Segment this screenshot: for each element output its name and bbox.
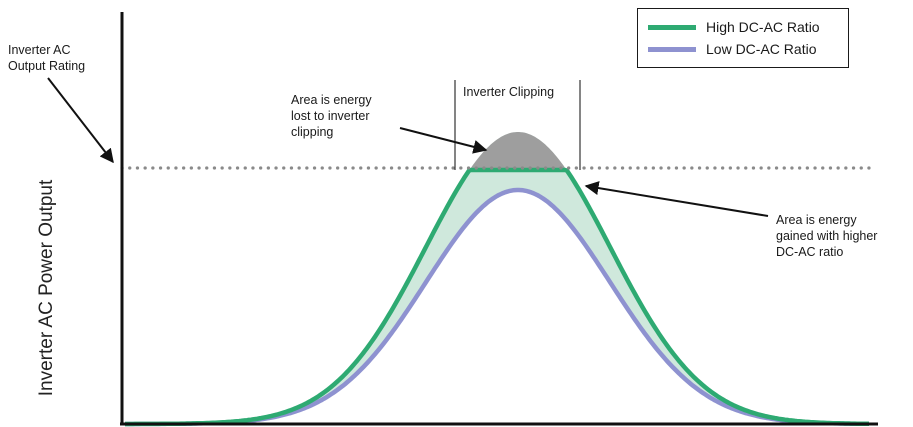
low-ratio-swatch xyxy=(648,46,696,52)
low-dc-ac-ratio-curve xyxy=(124,187,870,427)
lost-note-line1: Area is energy xyxy=(291,93,372,107)
rating-label-line1: Inverter AC xyxy=(8,43,71,57)
rating-label-line2: Output Rating xyxy=(8,59,86,73)
legend-label-low: Low DC-AC Ratio xyxy=(706,41,817,57)
high-ratio-swatch xyxy=(648,24,696,30)
legend-label-high: High DC-AC Ratio xyxy=(706,19,820,35)
rating-arrow xyxy=(47,77,114,164)
lost-energy-arrow xyxy=(399,127,488,154)
legend-item-low: Low DC-AC Ratio xyxy=(648,39,816,59)
high-dc-ac-ratio-curve xyxy=(124,167,870,427)
gain-note-line3: DC-AC ratio xyxy=(776,245,844,259)
energy-lost-area xyxy=(471,132,565,170)
y-axis-label: Inverter AC Power Output xyxy=(36,179,57,397)
lost-note-line3: clipping xyxy=(291,125,334,139)
lost-note-line2: lost to inverter xyxy=(291,109,370,123)
gain-note-line2: gained with higher xyxy=(776,229,878,243)
energy-gained-area xyxy=(125,132,869,424)
gained-energy-arrow xyxy=(584,181,769,217)
clipping-label: Inverter Clipping xyxy=(463,85,555,99)
gain-note-line1: Area is energy xyxy=(776,213,857,227)
legend: High DC-AC Ratio Low DC-AC Ratio xyxy=(637,8,849,68)
legend-item-high: High DC-AC Ratio xyxy=(648,17,820,37)
